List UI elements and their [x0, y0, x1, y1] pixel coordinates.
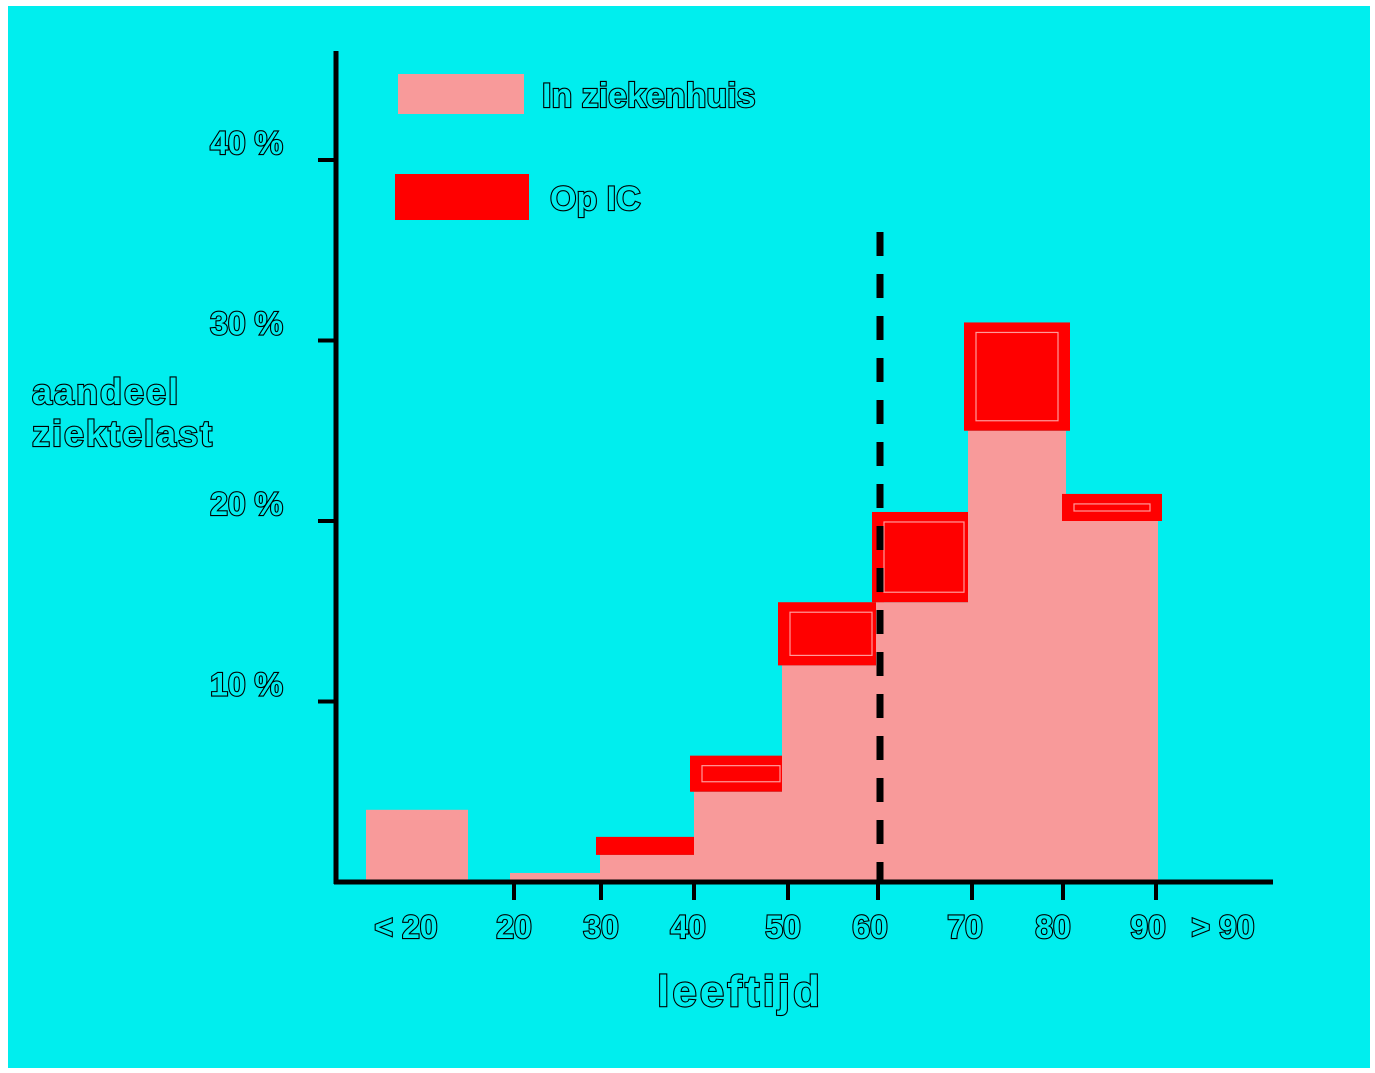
- x-axis-label: leeftijd: [657, 967, 823, 1016]
- bar-in-ziekenhuis-20-30: [510, 872, 604, 882]
- bar-op-ic-70-80: [964, 322, 1070, 431]
- x-tick-label-4: 50: [765, 909, 801, 945]
- legend-label-in-ziekenhuis: In ziekenhuis: [542, 77, 756, 115]
- chart: 10 % 20 % 30 % 40 % < 20 20 30 40 50 60 70 80 90 > 90…: [31, 51, 1273, 1017]
- bar-in-ziekenhuis-20: [366, 809, 468, 882]
- y-axis-label: aandeel ziektelast: [31, 370, 214, 455]
- y-tick-label-10: 10 %: [210, 667, 283, 703]
- chart-canvas: 10 % 20 % 30 % 40 % < 20 20 30 40 50 60 70 80 90 > 90…: [8, 6, 1370, 1068]
- y-tick-label-40: 40 %: [210, 125, 283, 161]
- bar-op-ic-highlight-50-60: [789, 611, 873, 656]
- bar-op-ic-30-40: [596, 836, 702, 855]
- bars-group: [366, 232, 1162, 882]
- x-tick-label-9: > 90: [1191, 909, 1254, 945]
- bar-in-ziekenhuis-30-40: [600, 854, 698, 882]
- bar-op-ic-80-90: [1062, 493, 1162, 521]
- bar-op-ic-highlight-60-70: [883, 521, 965, 593]
- x-tick-label-8: 90: [1130, 909, 1166, 945]
- bar-op-ic-highlight-80-90: [1073, 503, 1151, 512]
- legend: In ziekenhuis Op IC: [395, 74, 757, 220]
- bar-in-ziekenhuis-80-90: [1066, 521, 1158, 882]
- y-tick-label-20: 20 %: [210, 486, 283, 522]
- legend-swatch-in-ziekenhuis: [398, 74, 524, 114]
- ticks-group: 10 % 20 % 30 % 40 % < 20 20 30 40 50 60 70 80 90 > 90: [209, 124, 1256, 946]
- legend-swatch-op-ic: [395, 174, 529, 220]
- y-axis-label-line-1: aandeel: [32, 371, 180, 412]
- bar-in-ziekenhuis-40-50: [694, 791, 788, 882]
- bar-in-ziekenhuis-50-60: [782, 665, 880, 882]
- legend-label-op-ic: Op IC: [550, 180, 641, 218]
- bar-op-ic-highlight-40-50: [701, 765, 781, 783]
- bar-in-ziekenhuis-60-70: [876, 602, 972, 882]
- y-tick-label-30: 30 %: [210, 306, 283, 342]
- x-tick-label-6: 70: [947, 909, 983, 945]
- axes-group: [333, 51, 1273, 885]
- x-tick-label-1: 20: [496, 909, 532, 945]
- x-tick-label-5: 60: [852, 909, 888, 945]
- bar-in-ziekenhuis-70-80: [968, 430, 1066, 882]
- bar-op-ic-40-50: [690, 755, 792, 792]
- x-tick-label-7: 80: [1035, 909, 1071, 945]
- x-tick-label-0: < 20: [374, 909, 437, 945]
- bar-op-ic-60-70: [872, 511, 976, 603]
- bar-op-ic-highlight-70-80: [975, 331, 1059, 422]
- x-tick-label-3: 40: [670, 909, 706, 945]
- y-axis-label-line-2: ziektelast: [32, 413, 214, 454]
- x-tick-label-2: 30: [583, 909, 619, 945]
